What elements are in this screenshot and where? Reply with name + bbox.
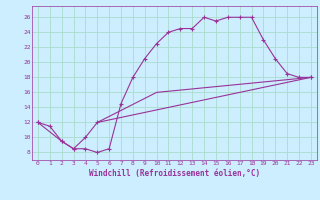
X-axis label: Windchill (Refroidissement éolien,°C): Windchill (Refroidissement éolien,°C)	[89, 169, 260, 178]
